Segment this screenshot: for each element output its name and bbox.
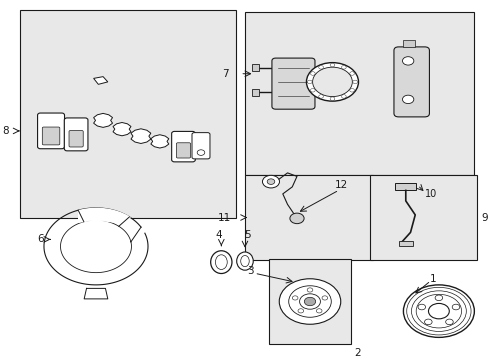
Circle shape (352, 80, 357, 84)
Circle shape (279, 279, 340, 324)
Text: 1: 1 (429, 274, 436, 284)
Circle shape (415, 294, 461, 328)
Circle shape (434, 295, 442, 301)
Circle shape (266, 179, 274, 184)
Circle shape (403, 285, 473, 337)
Bar (251, 64, 259, 71)
Bar (20, 10, 235, 219)
Bar (403, 40, 414, 47)
Circle shape (299, 294, 320, 309)
Text: 4: 4 (215, 230, 222, 240)
Bar (369, 175, 476, 260)
Circle shape (262, 175, 279, 188)
Circle shape (316, 309, 322, 313)
Circle shape (197, 150, 204, 156)
Bar (398, 241, 412, 246)
FancyBboxPatch shape (192, 132, 209, 159)
Circle shape (402, 57, 413, 65)
Bar (268, 258, 351, 345)
Circle shape (349, 72, 354, 75)
Text: 12: 12 (334, 180, 347, 190)
Circle shape (292, 296, 297, 300)
FancyBboxPatch shape (42, 127, 60, 145)
Bar (395, 183, 415, 190)
Circle shape (410, 291, 466, 332)
Circle shape (445, 319, 452, 325)
Circle shape (318, 95, 323, 98)
Ellipse shape (215, 255, 227, 270)
Text: 7: 7 (222, 69, 228, 79)
FancyBboxPatch shape (64, 118, 88, 151)
Circle shape (306, 63, 358, 101)
Text: 8: 8 (2, 126, 8, 136)
Polygon shape (93, 113, 112, 127)
FancyBboxPatch shape (271, 58, 314, 109)
Circle shape (304, 297, 315, 306)
Circle shape (312, 67, 352, 96)
Circle shape (349, 89, 354, 92)
Ellipse shape (210, 251, 231, 274)
Circle shape (341, 66, 346, 69)
Circle shape (297, 309, 303, 313)
Circle shape (289, 213, 304, 224)
Circle shape (451, 304, 459, 310)
FancyBboxPatch shape (171, 131, 195, 162)
Bar (251, 89, 259, 96)
Circle shape (329, 97, 334, 100)
Circle shape (417, 304, 425, 310)
Text: 5: 5 (244, 230, 250, 240)
Text: 11: 11 (217, 212, 230, 222)
FancyBboxPatch shape (176, 143, 190, 158)
Text: 2: 2 (353, 348, 360, 358)
Circle shape (402, 95, 413, 104)
Text: 6: 6 (37, 234, 43, 244)
FancyBboxPatch shape (393, 47, 428, 117)
Circle shape (341, 95, 346, 98)
Circle shape (427, 303, 448, 319)
Text: 10: 10 (424, 189, 436, 199)
Polygon shape (150, 135, 168, 148)
Bar (244, 12, 473, 175)
Circle shape (288, 286, 330, 317)
Text: 9: 9 (481, 212, 487, 222)
Circle shape (310, 72, 315, 75)
Polygon shape (93, 77, 107, 84)
FancyBboxPatch shape (38, 113, 64, 149)
Circle shape (306, 288, 312, 292)
Polygon shape (131, 129, 150, 144)
Circle shape (318, 66, 323, 69)
Circle shape (406, 287, 470, 335)
Circle shape (322, 296, 327, 300)
Circle shape (329, 63, 334, 67)
Circle shape (310, 89, 315, 92)
Polygon shape (113, 122, 131, 136)
Bar (244, 175, 372, 260)
Ellipse shape (240, 256, 249, 267)
Ellipse shape (236, 252, 253, 270)
Text: 3: 3 (247, 266, 253, 276)
Circle shape (424, 319, 431, 325)
FancyBboxPatch shape (69, 131, 83, 147)
Circle shape (307, 80, 311, 84)
